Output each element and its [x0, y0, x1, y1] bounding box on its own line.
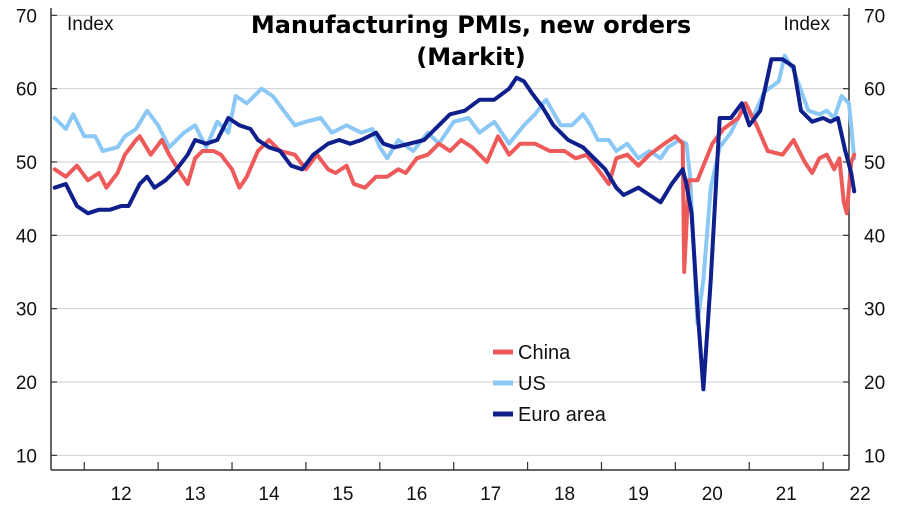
legend: China US Euro area: [493, 342, 607, 426]
y-ticks: 10 10 20 20 30 30 40 40 50 50 60 60 70 70: [16, 6, 885, 467]
chart-subtitle: (Markit): [416, 43, 526, 71]
x-tick-22: 22: [850, 484, 871, 505]
x-tick-18: 18: [554, 484, 575, 505]
legend-label-euro-area: Euro area: [518, 404, 607, 426]
plot-frame: [50, 8, 850, 471]
y-tick-right-30: 30: [864, 300, 885, 321]
series-lines: [52, 53, 857, 392]
series-line-euro-area: [52, 57, 857, 392]
x-tick-15: 15: [332, 484, 353, 505]
y-tick-left-50: 50: [16, 153, 37, 174]
x-tick-19: 19: [628, 484, 649, 505]
y-tick-right-70: 70: [864, 6, 885, 27]
y-tick-left-10: 10: [16, 446, 37, 467]
x-ticks: 12 13 14 15 16 17 18 19 20 21 22: [83, 462, 871, 505]
y-tick-right-50: 50: [864, 153, 885, 174]
right-axis-unit-label: Index: [784, 14, 831, 35]
y-tick-left-30: 30: [16, 300, 37, 321]
y-tick-right-10: 10: [864, 446, 885, 467]
y-tick-right-40: 40: [864, 226, 885, 247]
x-tick-14: 14: [258, 484, 280, 505]
left-axis-unit-label: Index: [67, 14, 114, 35]
y-tick-right-60: 60: [864, 80, 885, 101]
x-tick-21: 21: [776, 484, 797, 505]
grid-lines: [51, 14, 849, 456]
x-tick-20: 20: [702, 484, 723, 505]
y-tick-left-20: 20: [16, 373, 37, 394]
y-tick-left-60: 60: [16, 80, 37, 101]
x-tick-12: 12: [111, 484, 132, 505]
legend-label-us: US: [518, 373, 546, 395]
series-line-china: [52, 101, 857, 274]
chart-title: Manufacturing PMIs, new orders: [251, 11, 691, 39]
y-tick-left-70: 70: [16, 6, 37, 27]
series-line-us: [52, 53, 857, 326]
y-tick-left-40: 40: [16, 226, 37, 247]
x-tick-17: 17: [480, 484, 501, 505]
x-tick-16: 16: [406, 484, 427, 505]
legend-label-china: China: [518, 342, 571, 364]
x-tick-13: 13: [185, 484, 206, 505]
y-tick-right-20: 20: [864, 373, 885, 394]
